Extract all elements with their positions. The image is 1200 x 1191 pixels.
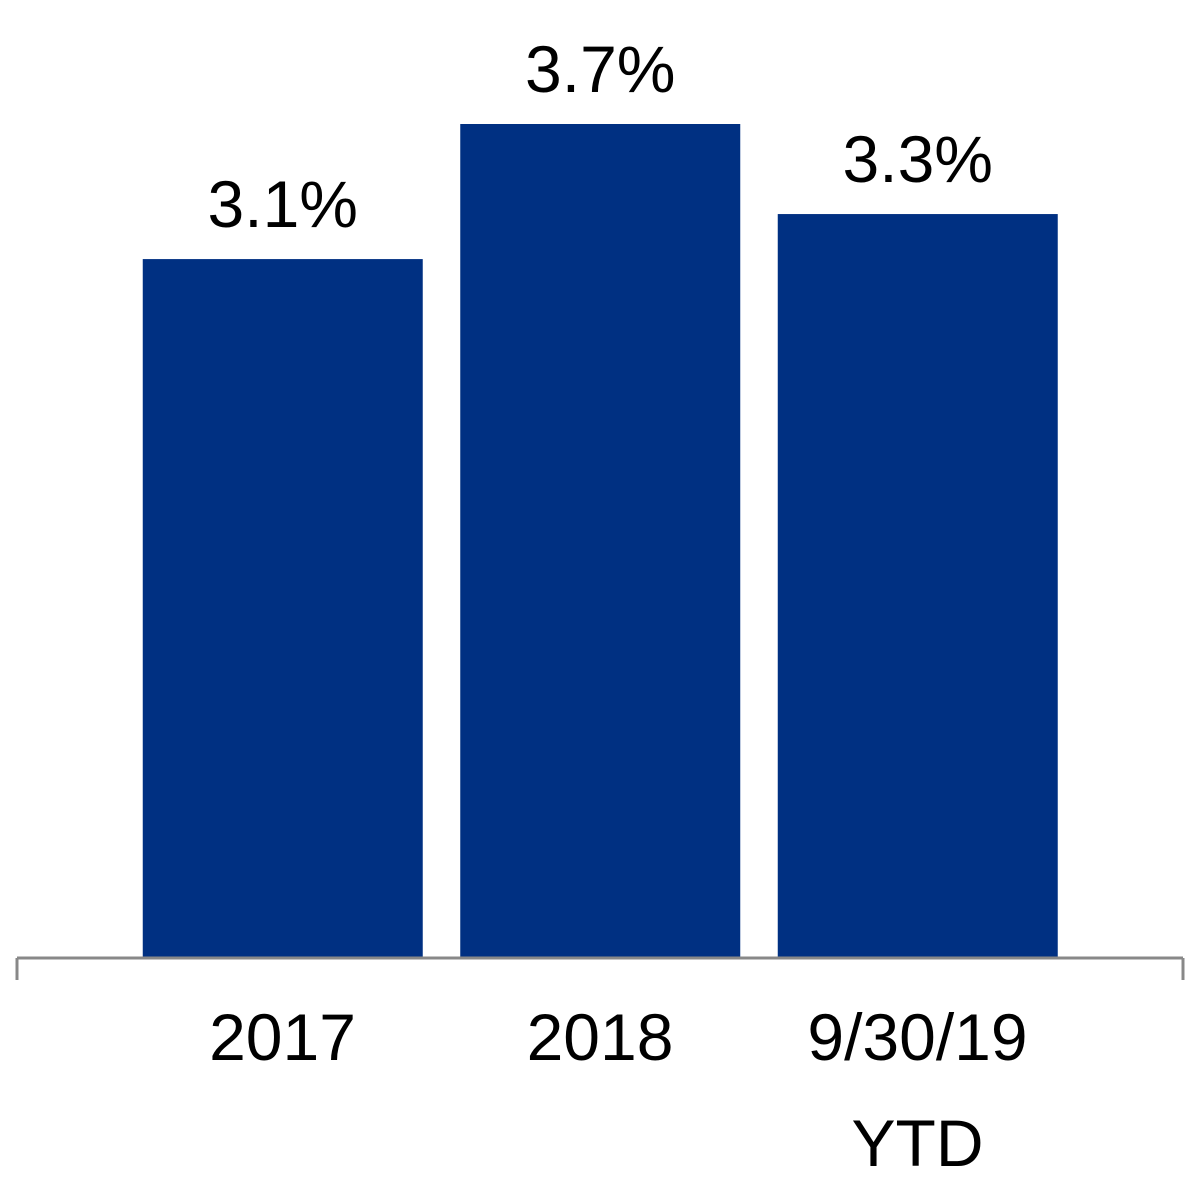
x-tick-label: 9/30/19 YTD xyxy=(807,1000,1028,1180)
value-label: 3.3% xyxy=(843,122,993,196)
value-label: 3.7% xyxy=(525,32,675,106)
x-tick-label: 2017 xyxy=(209,1000,356,1074)
bar xyxy=(777,214,1058,957)
bar xyxy=(142,259,423,958)
value-label: 3.1% xyxy=(208,167,358,241)
bar xyxy=(460,124,741,957)
x-axis xyxy=(15,956,1185,980)
x-tick-label: 2018 xyxy=(526,1000,674,1074)
